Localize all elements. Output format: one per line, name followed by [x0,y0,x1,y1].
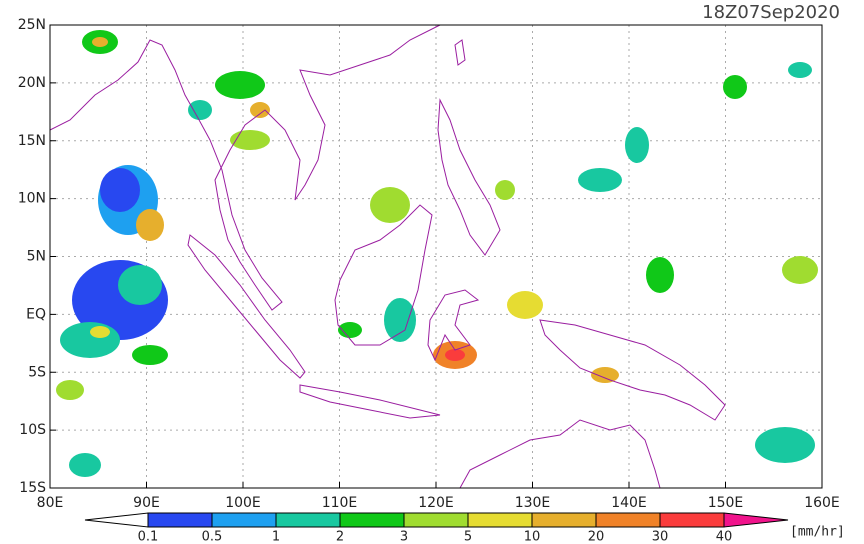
lon-tick-label: 120E [418,495,454,511]
lat-tick-label: 15N [18,133,46,149]
lat-tick-label: EQ [26,306,46,322]
lon-tick-label: 90E [133,495,160,511]
colorbar-label: 1 [272,530,280,544]
colorbar-unit: [mm/hr] [790,525,845,540]
colorbar-label: 5 [464,530,472,544]
lon-tick-label: 160E [804,495,840,511]
lon-tick-label: 80E [37,495,64,511]
colorbar-label: 20 [588,530,605,544]
lat-tick-label: 10S [19,422,46,438]
colorbar-label: 10 [524,530,541,544]
colorbar-segment [340,513,404,527]
colorbar: 0.1 0.5 1 2 3 5 10 20 30 40 [mm/hr] [84,512,845,544]
colorbar-segment [596,513,660,527]
map-title: 18Z07Sep2020 [702,2,840,23]
lat-tick-label: 15S [19,480,46,496]
colorbar-label: 30 [652,530,669,544]
colorbar-label: 0.5 [202,530,223,544]
lat-tick-label: 25N [18,17,46,33]
colorbar-segment [660,513,724,527]
axes: 80E 90E 100E 110E 120E 130E 140E 150E 160E 25N 20N… [18,17,840,511]
colorbar-segment [532,513,596,527]
lon-tick-label: 150E [708,495,744,511]
lat-tick-label: 10N [18,191,46,207]
colorbar-segment [148,513,212,527]
lon-tick-label: 130E [515,495,551,511]
colorbar-under [84,512,149,528]
colorbar-label: 2 [336,530,344,544]
colorbar-segment [212,513,276,527]
lon-tick-label: 110E [322,495,358,511]
colorbar-label: 0.1 [138,530,159,544]
lat-tick-label: 5N [27,249,46,265]
coastlines [49,24,726,489]
colorbar-over [723,512,789,528]
lon-tick-label: 140E [611,495,647,511]
colorbar-segment [276,513,340,527]
colorbar-label: 3 [400,530,408,544]
lon-tick-label: 100E [225,495,261,511]
grid [49,24,823,489]
colorbar-label: 40 [716,530,733,544]
colorbar-segment [468,513,532,527]
colorbar-segment [404,513,468,527]
precipitation [56,30,818,477]
lat-tick-label: 20N [18,75,46,91]
lat-tick-label: 5S [28,364,46,380]
